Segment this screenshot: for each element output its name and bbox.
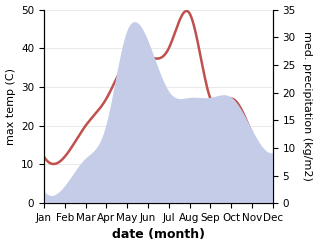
- Y-axis label: med. precipitation (kg/m2): med. precipitation (kg/m2): [302, 31, 313, 181]
- X-axis label: date (month): date (month): [112, 228, 205, 242]
- Y-axis label: max temp (C): max temp (C): [5, 68, 16, 145]
